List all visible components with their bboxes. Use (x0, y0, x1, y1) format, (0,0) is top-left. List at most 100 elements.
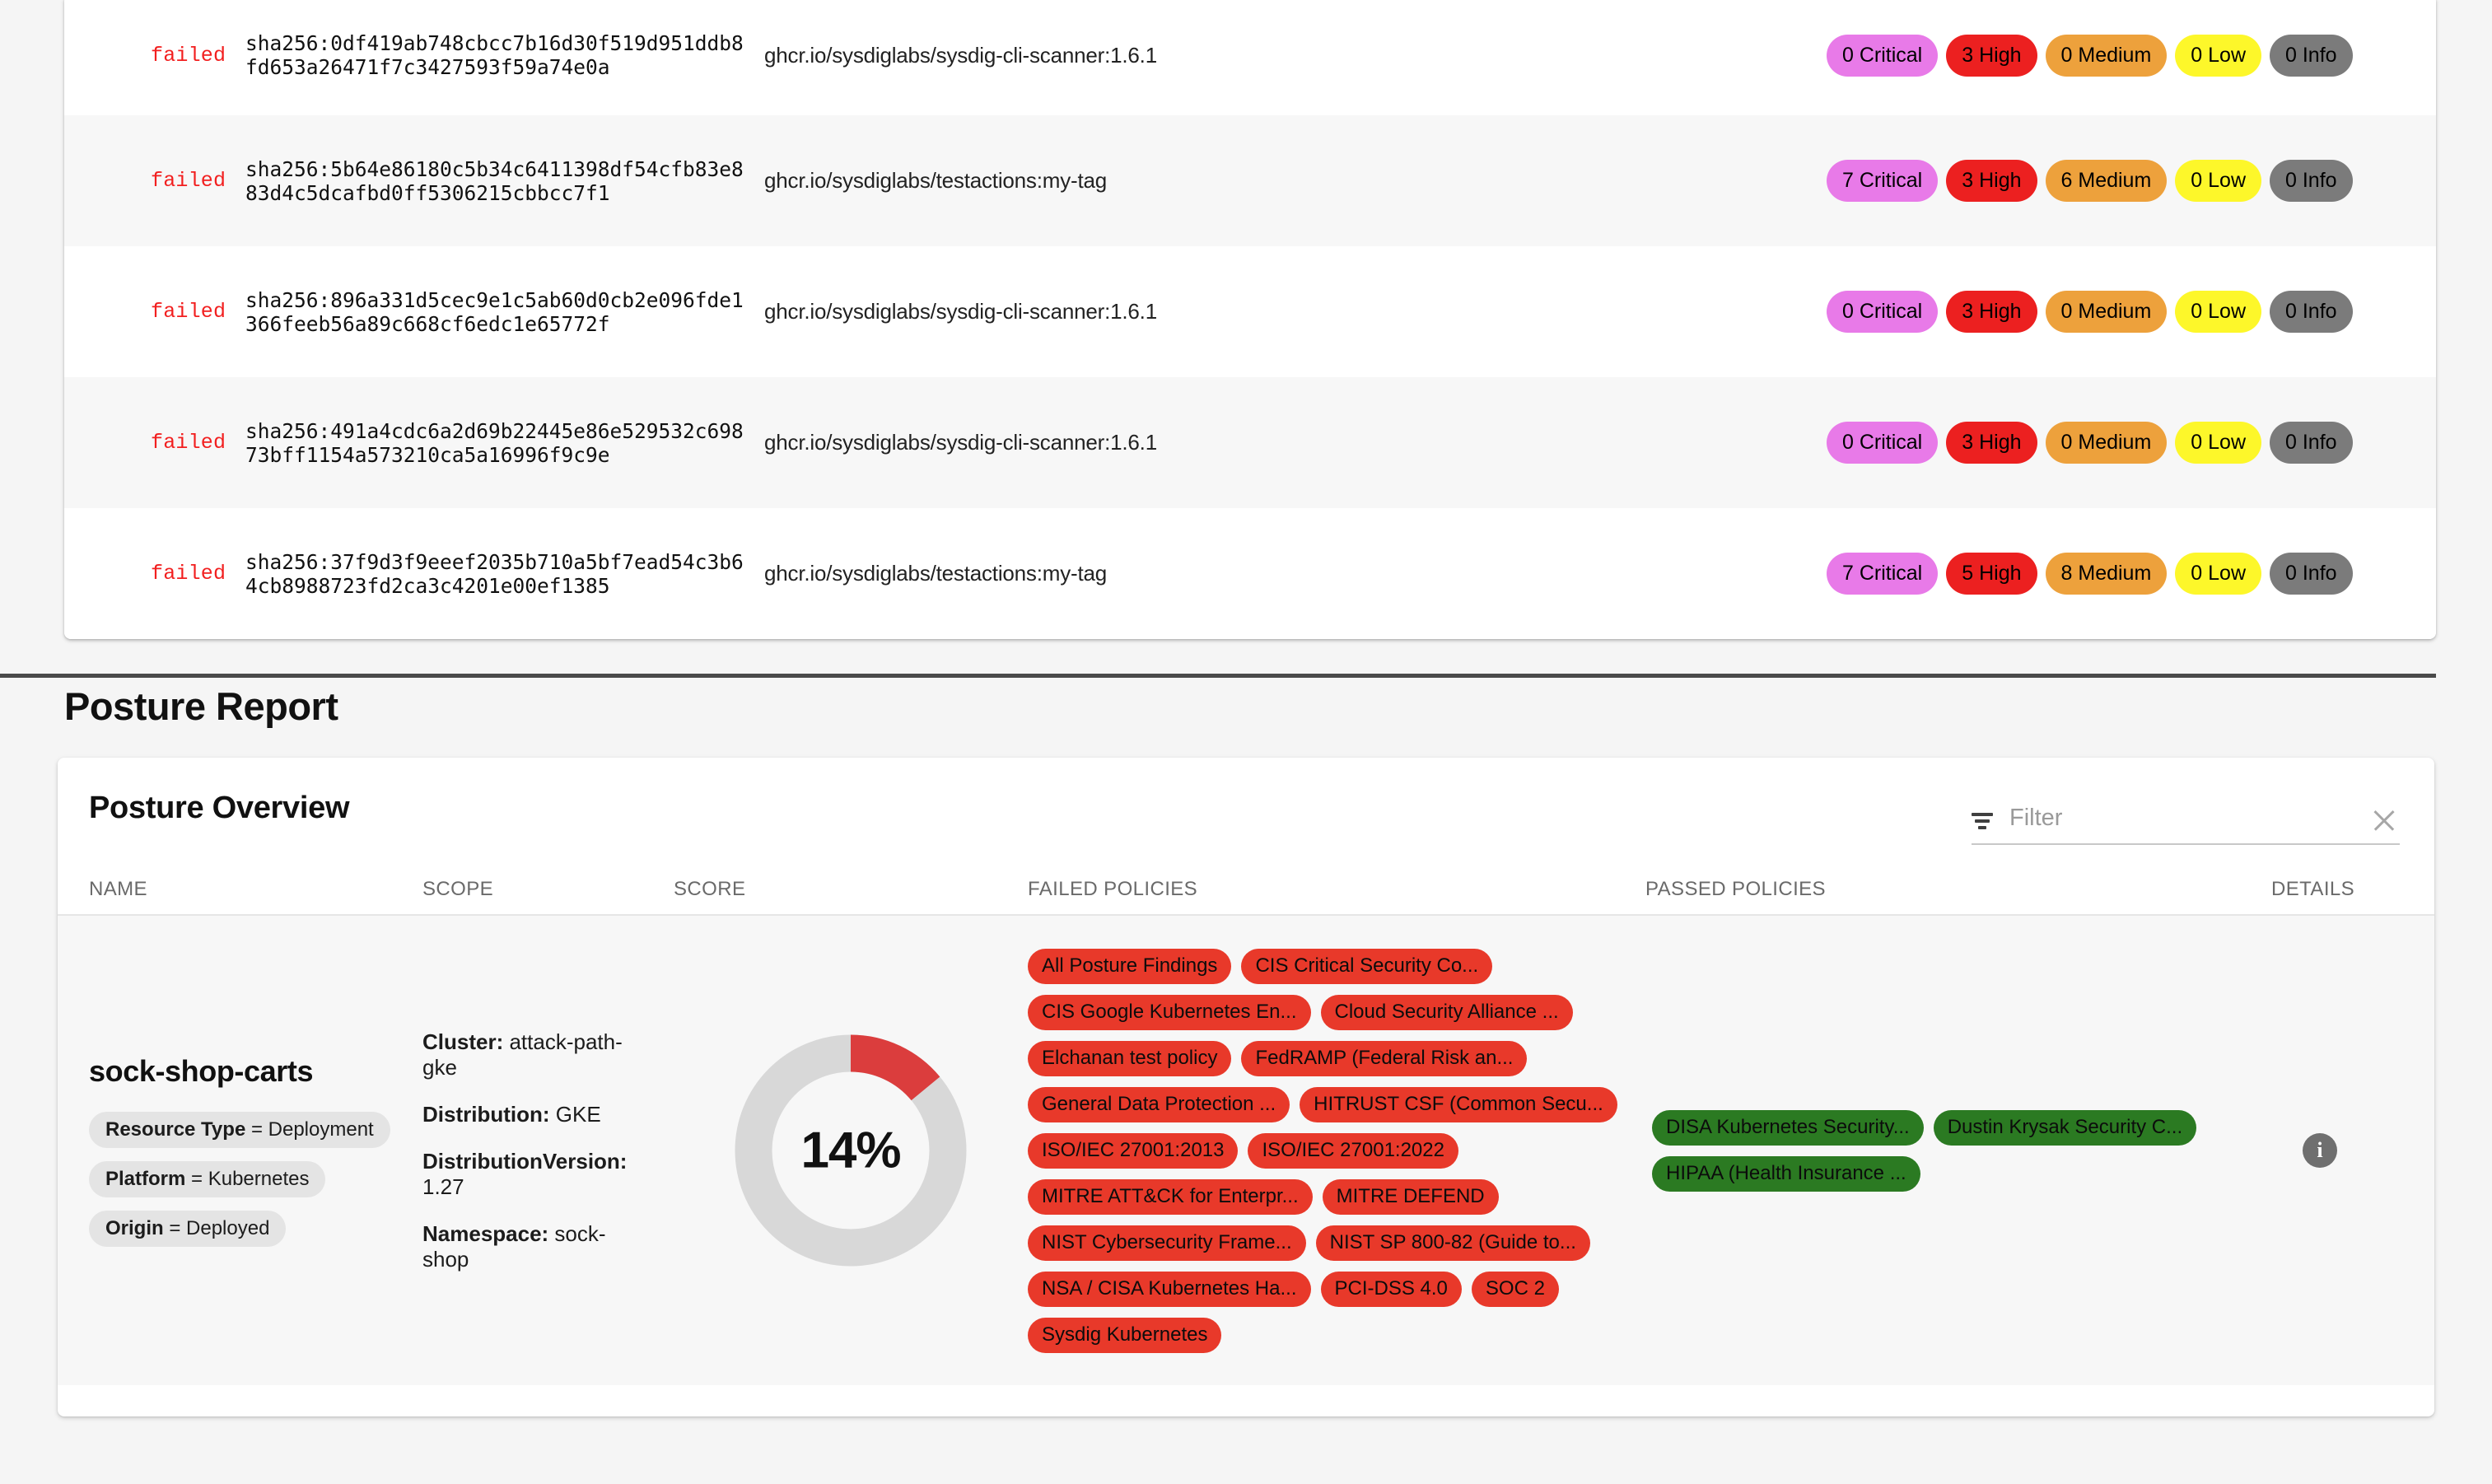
resource-tag: Resource Type = Deployment (89, 1112, 390, 1148)
status-badge: failed (151, 169, 226, 193)
passed-policy-chip[interactable]: HIPAA (Health Insurance ... (1652, 1155, 1920, 1192)
status-badge: failed (151, 431, 226, 455)
failed-policy-chip[interactable]: MITRE ATT&CK for Enterpr... (1028, 1178, 1313, 1215)
info-badge: 0 Info (2270, 422, 2353, 464)
page-title: Posture Report (64, 684, 338, 728)
low-badge: 0 Low (2175, 160, 2261, 202)
score-value: 14% (800, 1122, 901, 1179)
scan-result-row[interactable]: failed sha256:5b64e86180c5b34c6411398df54… (64, 115, 2436, 246)
cell-details: i (2271, 916, 2434, 1385)
high-badge: 3 High (1946, 160, 2037, 202)
image-name: ghcr.io/sysdiglabs/testactions:my-tag (764, 168, 1108, 193)
close-icon[interactable] (2368, 805, 2400, 836)
posture-card-header: Posture Overview (58, 758, 2434, 865)
high-badge: 3 High (1946, 291, 2037, 333)
failed-policy-chip[interactable]: General Data Protection ... (1028, 1086, 1290, 1122)
failed-policy-chip[interactable]: HITRUST CSF (Common Secu... (1300, 1086, 1617, 1122)
column-header-failed-policies: FAILED POLICIES (1028, 878, 1198, 900)
column-header-name: NAME (89, 878, 147, 900)
failed-policy-chip[interactable]: Elchanan test policy (1028, 1040, 1232, 1076)
info-badge: 0 Info (2270, 34, 2353, 77)
critical-badge: 0 Critical (1827, 291, 1939, 333)
failed-policy-chip[interactable]: NIST Cybersecurity Frame... (1028, 1225, 1306, 1261)
severity-badges: 7 Critical 5 High 8 Medium 0 Low 0 Info (1827, 553, 2436, 595)
failed-policy-chip[interactable]: NIST SP 800-82 (Guide to... (1315, 1225, 1590, 1261)
severity-badges: 0 Critical 3 High 0 Medium 0 Low 0 Info (1827, 34, 2436, 77)
scope-entry: Namespace: sock-shop (422, 1220, 606, 1272)
failed-policy-chip[interactable]: FedRAMP (Federal Risk an... (1241, 1040, 1528, 1076)
failed-policy-chip[interactable]: Sysdig Kubernetes (1028, 1317, 1222, 1353)
failed-policy-chip[interactable]: SOC 2 (1471, 1271, 1559, 1307)
info-badge: 0 Info (2270, 291, 2353, 333)
critical-badge: 0 Critical (1827, 34, 1939, 77)
filter-bar[interactable] (1972, 797, 2400, 845)
cell-passed-policies: DISA Kubernetes Security... Dustin Krysak… (1645, 916, 2271, 1385)
low-badge: 0 Low (2175, 422, 2261, 464)
scope-entry: DistributionVersion: 1.27 (422, 1148, 628, 1199)
column-header-score: SCORE (674, 878, 746, 900)
medium-badge: 8 Medium (2045, 553, 2168, 595)
section-divider (0, 674, 2436, 678)
image-name: ghcr.io/sysdiglabs/testactions:my-tag (764, 561, 1108, 586)
severity-badges: 0 Critical 3 High 0 Medium 0 Low 0 Info (1827, 291, 2436, 333)
status-badge: failed (151, 43, 226, 68)
high-badge: 3 High (1946, 34, 2037, 77)
failed-policy-chip[interactable]: PCI-DSS 4.0 (1320, 1271, 1462, 1307)
info-badge: 0 Info (2270, 160, 2353, 202)
scan-result-row[interactable]: failed sha256:0df419ab748cbcc7b16d30f519d… (64, 0, 2436, 115)
passed-policy-chip[interactable]: Dustin Krysak Security C... (1933, 1109, 2197, 1146)
filter-input[interactable] (2008, 804, 2355, 837)
failed-policy-chip[interactable]: Cloud Security Alliance ... (1320, 994, 1573, 1030)
image-digest: sha256:896a331d5cec9e1c5ab60d0cb2e096fde… (245, 287, 744, 336)
scan-result-row[interactable]: failed sha256:896a331d5cec9e1c5ab60d0cb2e… (64, 246, 2436, 377)
low-badge: 0 Low (2175, 553, 2261, 595)
column-header-scope: SCOPE (422, 878, 494, 900)
failed-policy-chip[interactable]: ISO/IEC 27001:2013 (1028, 1132, 1239, 1169)
column-header-details: DETAILS (2271, 878, 2355, 900)
resource-tag: Origin = Deployed (89, 1211, 287, 1247)
failed-policy-chip[interactable]: NSA / CISA Kubernetes Ha... (1028, 1271, 1311, 1307)
image-name: ghcr.io/sysdiglabs/sysdig-cli-scanner:1.… (764, 299, 1157, 324)
medium-badge: 0 Medium (2045, 422, 2168, 464)
failed-policy-chip[interactable]: ISO/IEC 27001:2022 (1248, 1132, 1458, 1169)
resource-tag: Platform = Kubernetes (89, 1161, 326, 1197)
high-badge: 5 High (1946, 553, 2037, 595)
cell-score: 14% (674, 916, 1028, 1385)
column-header-passed-policies: PASSED POLICIES (1645, 878, 1826, 900)
image-digest: sha256:37f9d3f9eeef2035b710a5bf7ead54c3b… (245, 549, 744, 598)
posture-overview-card: Posture Overview NAME SCOPE SCORE FAILED… (58, 758, 2434, 1416)
scan-result-row[interactable]: failed sha256:37f9d3f9eeef2035b710a5bf7ea… (64, 508, 2436, 639)
status-badge: failed (151, 562, 226, 586)
medium-badge: 6 Medium (2045, 160, 2168, 202)
table-row[interactable]: sock-shop-carts Resource Type = Deployme… (58, 916, 2434, 1385)
medium-badge: 0 Medium (2045, 291, 2168, 333)
cell-scope: Cluster: attack-path-gke Distribution: GK… (422, 916, 674, 1385)
image-name: ghcr.io/sysdiglabs/sysdig-cli-scanner:1.… (764, 42, 1157, 68)
scope-entry: Distribution: GKE (422, 1101, 601, 1127)
severity-badges: 7 Critical 3 High 6 Medium 0 Low 0 Info (1827, 160, 2436, 202)
image-digest: sha256:491a4cdc6a2d69b22445e86e529532c69… (245, 418, 744, 467)
passed-policy-chip[interactable]: DISA Kubernetes Security... (1652, 1109, 1924, 1146)
scope-entry: Cluster: attack-path-gke (422, 1029, 623, 1080)
scan-result-row[interactable]: failed sha256:491a4cdc6a2d69b22445e86e529… (64, 377, 2436, 508)
scan-results-card: failed sha256:0df419ab748cbcc7b16d30f519d… (64, 0, 2436, 639)
image-name: ghcr.io/sysdiglabs/sysdig-cli-scanner:1.… (764, 430, 1157, 455)
status-badge: failed (151, 300, 226, 324)
low-badge: 0 Low (2175, 291, 2261, 333)
critical-badge: 7 Critical (1827, 160, 1939, 202)
image-digest: sha256:5b64e86180c5b34c6411398df54cfb83e… (245, 156, 744, 205)
info-badge: 0 Info (2270, 553, 2353, 595)
severity-badges: 0 Critical 3 High 0 Medium 0 Low 0 Info (1827, 422, 2436, 464)
cell-name: sock-shop-carts Resource Type = Deployme… (89, 916, 422, 1385)
posture-table-header: NAME SCOPE SCORE FAILED POLICIES PASSED … (58, 865, 2434, 916)
failed-policy-chip[interactable]: MITRE DEFEND (1322, 1178, 1499, 1215)
failed-policy-chip[interactable]: CIS Google Kubernetes En... (1028, 994, 1311, 1030)
critical-badge: 0 Critical (1827, 422, 1939, 464)
failed-policy-chip[interactable]: All Posture Findings (1028, 948, 1232, 984)
low-badge: 0 Low (2175, 34, 2261, 77)
failed-policy-chip[interactable]: CIS Critical Security Co... (1241, 948, 1493, 984)
image-digest: sha256:0df419ab748cbcc7b16d30f519d951ddb… (245, 31, 744, 79)
info-icon[interactable]: i (2303, 1133, 2337, 1168)
filter-icon (1972, 810, 1995, 830)
